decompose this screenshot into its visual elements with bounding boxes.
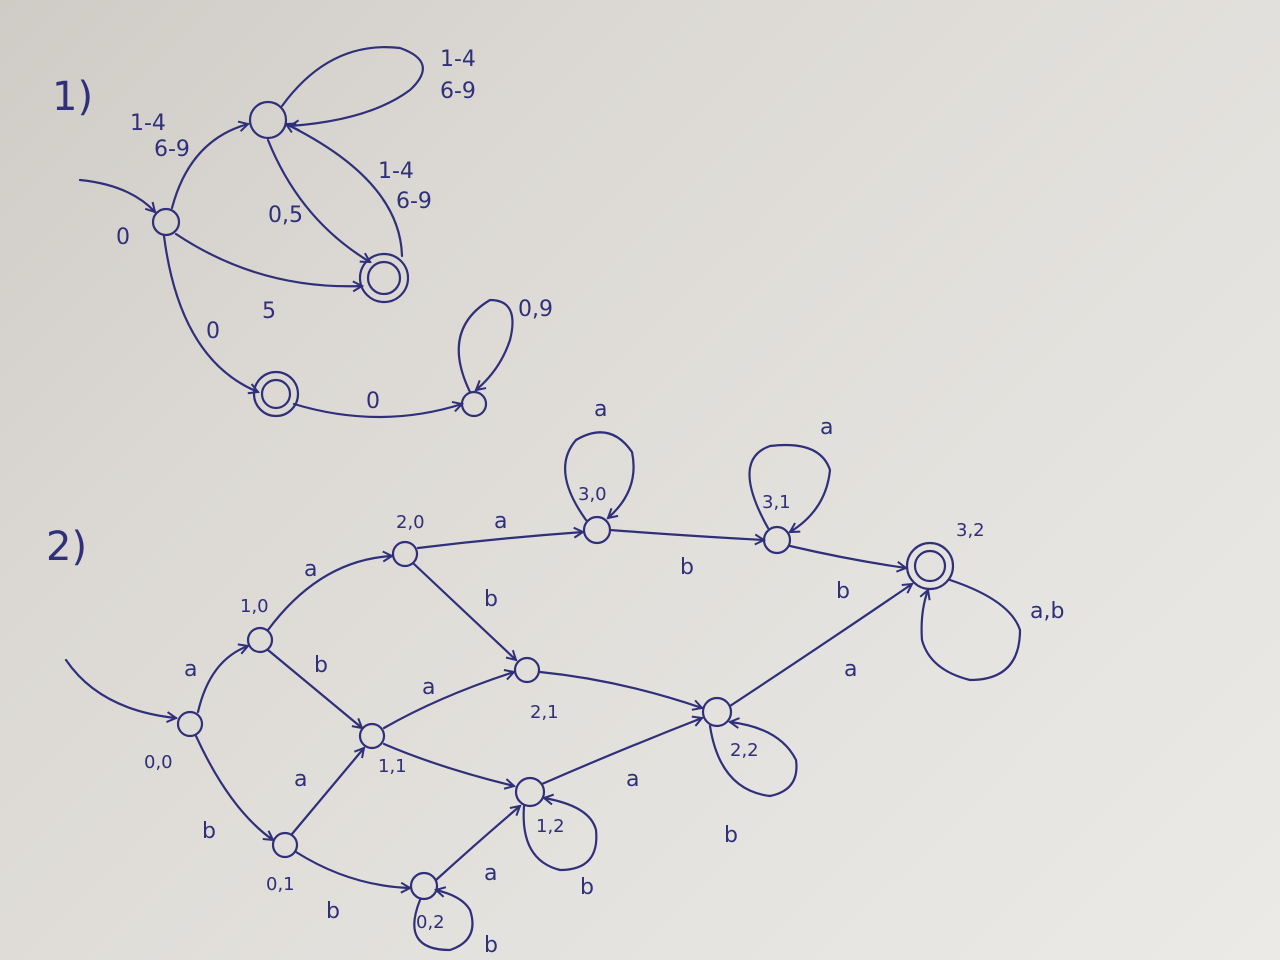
d2-edge-label-00-10: a: [184, 657, 197, 682]
d2-edge-30-31: [610, 530, 764, 540]
d2-state-0-0: [178, 712, 202, 736]
d1-label-loop-top-1: 1-4: [440, 47, 476, 72]
d2-state-label-0-1: 0,1: [266, 874, 295, 895]
d2-state-label-3-2: 3,2: [956, 520, 985, 541]
d2-edge-32-loop: [922, 580, 1020, 680]
d2-state-label-1-1: 1,1: [378, 756, 407, 777]
d2-state-label-2-0: 2,0: [396, 512, 425, 533]
d2-edge-label-00-01: b: [202, 819, 216, 844]
d1-label-start-edge: 0: [116, 225, 130, 250]
d2-edge-20-21: [414, 564, 516, 660]
d1-label-accept-right: 0: [366, 389, 380, 414]
d2-state-1-0: [248, 628, 272, 652]
d2-edge-label-31-loop: a: [820, 415, 833, 440]
d2-state-label-3-0: 3,0: [578, 484, 607, 505]
d2-state-label-1-0: 1,0: [240, 596, 269, 617]
d1-edge-start-final: [176, 234, 362, 286]
d2-state-label-2-1: 2,1: [530, 702, 559, 723]
d2-edge-label-01-02: b: [326, 899, 340, 924]
d2-state-label-0-2: 0,2: [416, 912, 445, 933]
d2-edge-02-12: [436, 806, 520, 880]
d2-state-label-1-2: 1,2: [536, 816, 565, 837]
d1-edge-final-top: [286, 124, 402, 256]
d2-edge-label-30-31: b: [680, 555, 694, 580]
d2-state-2-0: [393, 542, 417, 566]
d1-label-start-final: 5: [262, 299, 276, 324]
d2-edge-22-32: [730, 584, 912, 706]
d1-state-accept-inner: [262, 380, 290, 408]
d1-label-top-final-2: 6-9: [396, 189, 432, 214]
d1-state-start: [153, 209, 179, 235]
d1-label-right-loop: 0,9: [518, 297, 553, 322]
d2-edge-21-22: [540, 672, 702, 708]
d1-edge-start-accept: [164, 236, 258, 392]
d2-edge-label-10-11: b: [314, 653, 328, 678]
d1-label-loop-top-2: 6-9: [440, 79, 476, 104]
d2-edge-label-22-32: a: [844, 657, 857, 682]
d2-state-label-3-1: 3,1: [762, 492, 791, 513]
d2-edge-00-10: [198, 646, 248, 712]
d2-edge-initial: [66, 660, 176, 718]
d2-edge-label-20-30: a: [494, 509, 507, 534]
d2-edge-label-11-21: a: [422, 675, 435, 700]
d2-edge-label-12-22: a: [626, 767, 639, 792]
d2-edge-label-32-loop: a,b: [1030, 599, 1064, 624]
d1-edge-top-loop: [282, 47, 423, 126]
d2-edge-label-10-20: a: [304, 557, 317, 582]
d2-state-0-1: [273, 833, 297, 857]
d1-label-start-accept: 0: [206, 319, 220, 344]
d2-state-3-0: [584, 517, 610, 543]
d1-edge-initial: [80, 180, 155, 212]
d2-edge-label-02-loop: b: [484, 933, 498, 958]
d2-edge-30-loop: [565, 432, 634, 520]
d1-label-final-top: 0,5: [268, 203, 303, 228]
d2-edge-label-22-loop: b: [724, 823, 738, 848]
d1-edge-right-loop: [459, 300, 513, 392]
d2-edge-31-loop: [749, 445, 830, 532]
d2-edge-label-20-21: b: [484, 587, 498, 612]
d1-state-right: [462, 392, 486, 416]
d1-label-top-in-2: 6-9: [154, 137, 190, 162]
d1-label-top-in-1: 1-4: [130, 111, 166, 136]
d2-edge-20-30: [418, 532, 583, 548]
d2-edge-label-31-32: b: [836, 579, 850, 604]
d2-state-2-2: [703, 698, 731, 726]
d2-edge-11-21: [384, 672, 514, 728]
diagram2-number: 2): [46, 524, 87, 570]
d2-edge-label-01-11: a: [294, 767, 307, 792]
d2-state-3-2-inner: [915, 551, 945, 581]
d2-edge-31-32: [790, 546, 906, 568]
d1-edge-top-final: [268, 140, 370, 262]
d2-edge-label-30-loop: a: [594, 397, 607, 422]
d2-state-label-2-2: 2,2: [730, 740, 759, 761]
d1-state-accept-outer: [254, 372, 298, 416]
d2-edge-label-02-12: a: [484, 861, 497, 886]
d2-state-2-1: [515, 658, 539, 682]
d1-label-top-final-1: 1-4: [378, 159, 414, 184]
d2-state-1-1: [360, 724, 384, 748]
d2-state-0-2: [411, 873, 437, 899]
d2-edge-10-20: [268, 556, 392, 630]
d1-state-top: [250, 102, 286, 138]
d1-state-final-inner: [368, 262, 400, 294]
d2-state-3-1: [764, 527, 790, 553]
d2-edge-01-02: [296, 852, 410, 888]
d2-state-1-2: [516, 778, 544, 806]
d2-edge-12-22: [542, 718, 702, 784]
diagram1-number: 1): [52, 74, 93, 120]
d2-edge-label-12-loop: b: [580, 875, 594, 900]
d2-state-label-0-0: 0,0: [144, 752, 173, 773]
